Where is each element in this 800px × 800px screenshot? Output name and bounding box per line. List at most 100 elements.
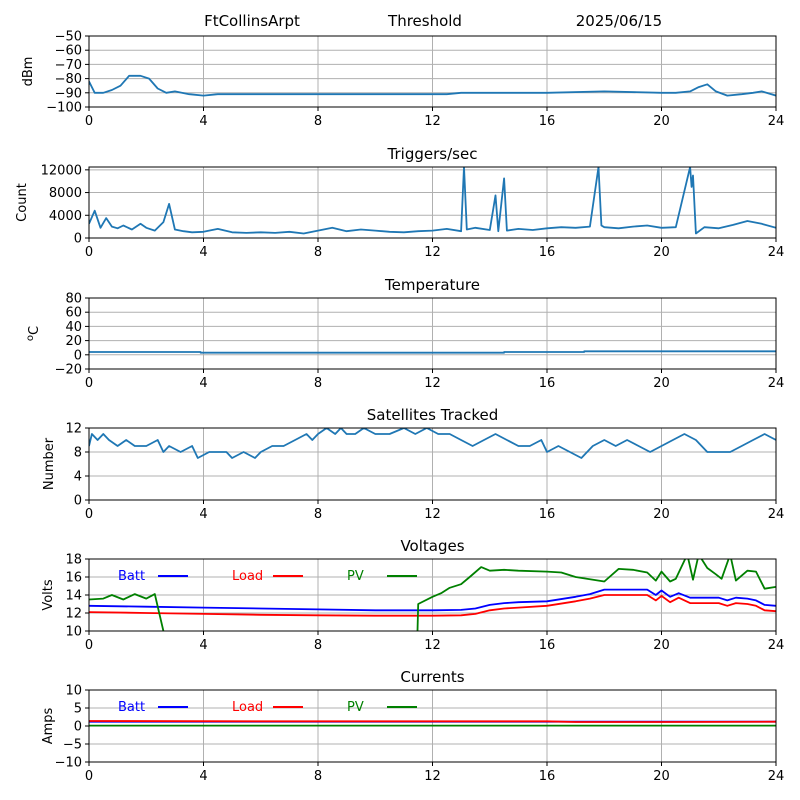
y-tick-label: 12: [65, 607, 82, 622]
series-line-main: [89, 167, 776, 235]
x-tick-label: 24: [768, 638, 785, 653]
x-tick-label: 16: [539, 507, 556, 522]
y-tick-label: −50: [55, 30, 82, 45]
panel-title: Currents: [400, 668, 464, 686]
y-tick-label: 18: [65, 553, 82, 568]
y-tick-label: 5: [74, 702, 82, 717]
y-tick-label: 12000: [41, 163, 82, 178]
panel-title: Voltages: [400, 537, 464, 555]
legend-label-load: Load: [232, 700, 263, 715]
x-tick-label: 24: [768, 507, 785, 522]
y-tick-label: −10: [55, 756, 82, 771]
x-tick-label: 4: [199, 376, 207, 391]
y-tick-label: 80: [65, 292, 82, 307]
y-tick-label: 20: [65, 334, 82, 349]
x-tick-label: 24: [768, 114, 785, 129]
x-tick-label: 8: [314, 376, 322, 391]
y-tick-label: 4: [74, 470, 82, 485]
y-tick-label: −5: [63, 738, 82, 753]
legend-label-batt: Batt: [118, 700, 145, 715]
series-line-batt: [89, 588, 776, 612]
axes-frame: [88, 427, 777, 501]
y-axis-label: oC: [25, 326, 42, 341]
series-line-main: [89, 428, 776, 459]
y-tick-label: 0: [74, 348, 82, 363]
y-tick-label: 4000: [49, 209, 82, 224]
series-line-pv: [89, 559, 776, 631]
x-tick-label: 0: [85, 507, 93, 522]
panel-0: 0 4 8 12 16 20 24 −100−90−80−70−60−50 dBm: [21, 30, 784, 130]
x-tick-label: 12: [424, 638, 441, 653]
x-tick-label: 8: [314, 638, 322, 653]
y-tick-label: 0: [74, 720, 82, 735]
y-tick-label: −70: [55, 58, 82, 73]
x-tick-label: 16: [539, 245, 556, 260]
y-axis-label: Count: [15, 183, 30, 222]
x-tick-label: 20: [653, 245, 670, 260]
x-tick-label: 4: [199, 245, 207, 260]
y-axis-label: Amps: [41, 707, 56, 744]
x-tick-label: 20: [653, 638, 670, 653]
x-tick-label: 0: [85, 245, 93, 260]
legend-label-pv: PV: [347, 569, 364, 584]
date-title: 2025/06/15: [576, 12, 662, 30]
x-tick-label: 12: [424, 769, 441, 784]
x-tick-label: 4: [199, 769, 207, 784]
y-tick-label: −20: [55, 363, 82, 378]
y-tick-label: 0: [74, 494, 82, 509]
x-tick-label: 0: [85, 769, 93, 784]
y-tick-label: −90: [55, 86, 82, 101]
y-tick-label: 14: [65, 589, 82, 604]
measure-title: Threshold: [387, 12, 462, 30]
degree-sup: o: [25, 335, 36, 341]
x-tick-label: 8: [314, 245, 322, 260]
y-tick-label: 0: [74, 232, 82, 247]
x-tick-label: 0: [85, 114, 93, 129]
x-tick-label: 20: [653, 114, 670, 129]
x-tick-label: 16: [539, 376, 556, 391]
axes-frame: [88, 558, 777, 632]
y-tick-label: 60: [65, 306, 82, 321]
x-tick-label: 20: [653, 507, 670, 522]
y-tick-label: −80: [55, 72, 82, 87]
y-tick-label: 8000: [49, 186, 82, 201]
x-tick-label: 0: [85, 376, 93, 391]
y-tick-label: −60: [55, 44, 82, 59]
x-tick-label: 16: [539, 769, 556, 784]
x-tick-label: 24: [768, 376, 785, 391]
axes-frame: [88, 689, 777, 763]
y-tick-label: 10: [65, 684, 82, 699]
station-title: FtCollinsArpt: [204, 12, 300, 30]
x-tick-label: 12: [424, 114, 441, 129]
x-tick-label: 12: [424, 507, 441, 522]
celsius-c: C: [27, 326, 42, 335]
panel-title: Temperature: [384, 276, 480, 294]
y-tick-label: −100: [46, 101, 82, 116]
panel-4: 0 4 8 12 16 20 24 10 12 14 16 18 Voltages Volts Batt Lo…: [41, 537, 785, 653]
x-tick-label: 0: [85, 638, 93, 653]
panel-1: 0 4 8 12 16 20 24 0 4000 8000 12000 Triggers/sec Cou…: [15, 145, 784, 260]
y-axis-label: Number: [42, 437, 57, 490]
x-tick-label: 12: [424, 376, 441, 391]
x-tick-label: 4: [199, 114, 207, 129]
series-line-main: [89, 350, 776, 354]
series-line-main: [89, 74, 776, 97]
panel-title: Satellites Tracked: [367, 406, 498, 424]
panel-3: 0 4 8 12 16 20 24 0 4 8 12 Satellites Tracked Number: [42, 406, 784, 522]
y-tick-label: 8: [74, 446, 82, 461]
axes-frame: [88, 166, 777, 239]
y-tick-label: 10: [65, 625, 82, 640]
x-tick-label: 24: [768, 245, 785, 260]
x-tick-label: 24: [768, 769, 785, 784]
y-tick-label: 12: [65, 422, 82, 437]
x-tick-label: 16: [539, 114, 556, 129]
legend-label-load: Load: [232, 569, 263, 584]
x-tick-label: 20: [653, 376, 670, 391]
y-axis-label: Volts: [41, 579, 56, 611]
x-tick-label: 16: [539, 638, 556, 653]
x-tick-label: 4: [199, 507, 207, 522]
axes-frame: [88, 297, 777, 370]
